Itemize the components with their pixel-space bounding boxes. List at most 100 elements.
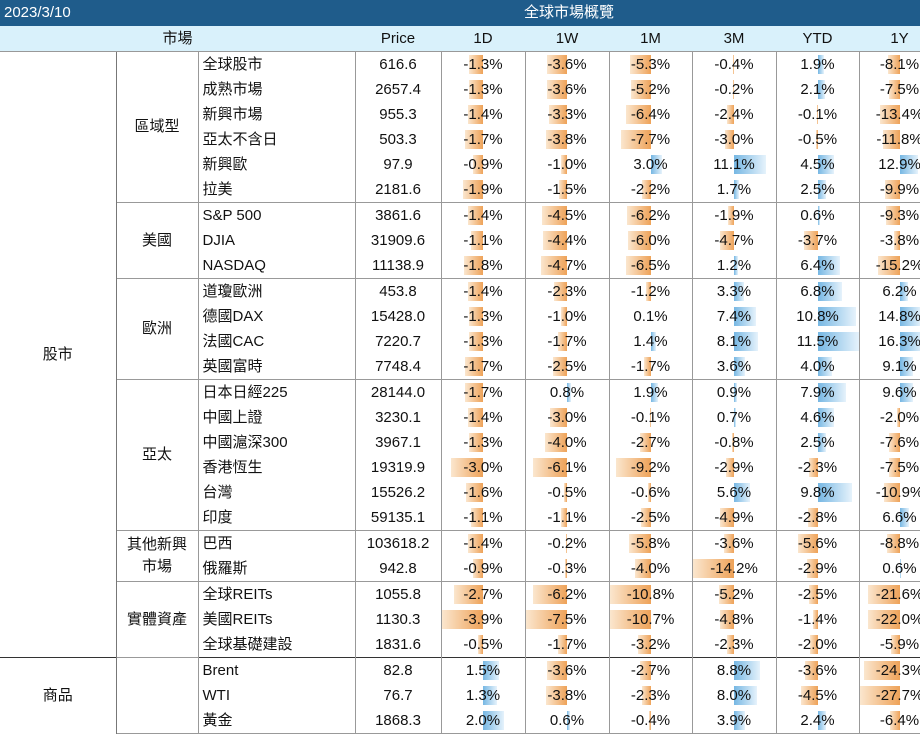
row-name: 巴西 (198, 530, 356, 556)
change-value: -3.2% (630, 636, 671, 653)
change-cell-d1: -1.4% (441, 405, 526, 430)
data-bar (797, 534, 818, 553)
data-bar (864, 661, 900, 680)
data-bar (557, 635, 568, 654)
change-value: -7.5% (547, 611, 587, 628)
change-cell-d1: -1.3% (441, 329, 526, 354)
col-header-market: 市場 (0, 26, 356, 52)
data-bar (558, 180, 568, 199)
data-bar (734, 155, 767, 174)
change-cell-y1: 6.6% (859, 505, 920, 531)
col-header-1w: 1W (525, 26, 610, 52)
change-cell-m3: 0.9% (692, 379, 777, 405)
data-bar (886, 534, 900, 553)
data-bar (561, 155, 568, 174)
change-value: -3.6% (714, 535, 754, 552)
row-name: DJIA (198, 228, 356, 253)
change-value: -0.9% (463, 560, 503, 577)
change-cell-w1: -3.3% (525, 102, 610, 127)
data-bar (548, 105, 568, 124)
change-value: 3.9% (716, 712, 752, 729)
change-value: 1.4% (633, 333, 668, 350)
category-label: 股市 (0, 51, 117, 658)
data-bar (734, 357, 745, 376)
table-row: 美國REITs 1130.3 -3.9% -7.5% -10.7% -4.8% -1.4% -… (0, 607, 920, 632)
change-value: -4.5% (547, 207, 587, 224)
data-bar (546, 130, 568, 149)
change-value: -1.9% (714, 207, 754, 224)
change-cell-m1: -5.3% (609, 51, 693, 77)
data-bar (807, 508, 818, 527)
table-row: 商品 Brent 82.8 1.5% -3.6% -2.7% 8.8% -3.6% -24.3% (0, 657, 920, 734)
change-cell-w1: -6.1% (525, 455, 610, 480)
row-name: 中國滬深300 (198, 430, 356, 455)
change-cell-y1: -6.4% (859, 708, 920, 734)
change-value: -1.7% (547, 333, 587, 350)
data-bar (468, 206, 484, 225)
change-value: 2.5% (800, 434, 835, 451)
change-cell-ytd: -5.6% (776, 530, 860, 556)
data-bar (817, 206, 820, 225)
data-bar (483, 686, 497, 705)
data-bar (525, 610, 568, 629)
change-value: -6.5% (630, 257, 671, 274)
change-value: -4.0% (547, 434, 587, 451)
change-value: -1.3% (463, 81, 503, 98)
change-cell-m3: 11.1% (692, 152, 777, 177)
table-row: 中國滬深300 3967.1 -1.3% -4.0% -2.7% -0.8% 2.5% -7.… (0, 430, 920, 455)
change-cell-m1: -2.2% (609, 177, 693, 203)
change-value: -21.6% (875, 586, 920, 603)
data-bar (719, 508, 735, 527)
change-cell-w1: -4.5% (525, 202, 610, 228)
row-price: 19319.9 (355, 455, 442, 480)
change-cell-ytd: 6.4% (776, 253, 860, 279)
change-value: -1.7% (463, 131, 503, 148)
change-cell-y1: 9.6% (859, 379, 920, 405)
data-bar (542, 231, 568, 250)
change-value: -2.2% (630, 181, 671, 198)
data-bar (554, 282, 568, 301)
data-bar (883, 483, 900, 502)
row-price: 15428.0 (355, 304, 442, 329)
change-value: -5.2% (630, 81, 671, 98)
data-bar (899, 559, 901, 578)
change-cell-w1: -3.8% (525, 127, 610, 152)
change-value: -5.6% (797, 535, 838, 552)
data-bar (648, 483, 651, 502)
change-value: -1.1% (463, 232, 503, 249)
change-value: -1.7% (463, 358, 503, 375)
change-value: -2.9% (797, 560, 838, 577)
change-value: -1.5% (547, 181, 587, 198)
change-value: -1.4% (797, 611, 838, 628)
change-value: 2.5% (800, 181, 835, 198)
change-value: -7.6% (879, 434, 920, 451)
change-value: -0.2% (547, 535, 587, 552)
change-cell-m1: 1.4% (609, 329, 693, 354)
table-row: 成熟市場 2657.4 -1.3% -3.6% -5.2% -0.2% 2.1% -7.5% (0, 77, 920, 102)
change-value: -0.5% (463, 636, 503, 653)
change-cell-w1: -4.4% (525, 228, 610, 253)
change-cell-d1: 1.5% (441, 657, 526, 683)
change-cell-m1: -2.7% (609, 430, 693, 455)
change-value: -1.1% (463, 509, 503, 526)
data-bar (817, 408, 834, 427)
change-value: 11.1% (713, 156, 755, 173)
change-cell-d1: -1.3% (441, 51, 526, 77)
change-value: -0.1% (797, 106, 838, 123)
change-cell-y1: -9.3% (859, 202, 920, 228)
change-cell-m1: -10.7% (609, 607, 693, 632)
change-value: -7.5% (879, 459, 920, 476)
change-cell-y1: -22.0% (859, 607, 920, 632)
change-value: -5.3% (630, 56, 671, 73)
change-value: -3.6% (547, 56, 587, 73)
row-price: 955.3 (355, 102, 442, 127)
change-cell-ytd: 7.9% (776, 379, 860, 405)
data-bar (723, 534, 735, 553)
change-value: -1.3% (463, 434, 503, 451)
change-cell-w1: -3.6% (525, 657, 610, 683)
data-bar (565, 559, 568, 578)
change-value: 1.5% (465, 662, 501, 679)
data-bar (644, 357, 651, 376)
data-bar (473, 155, 484, 174)
change-cell-m3: 5.6% (692, 480, 777, 505)
